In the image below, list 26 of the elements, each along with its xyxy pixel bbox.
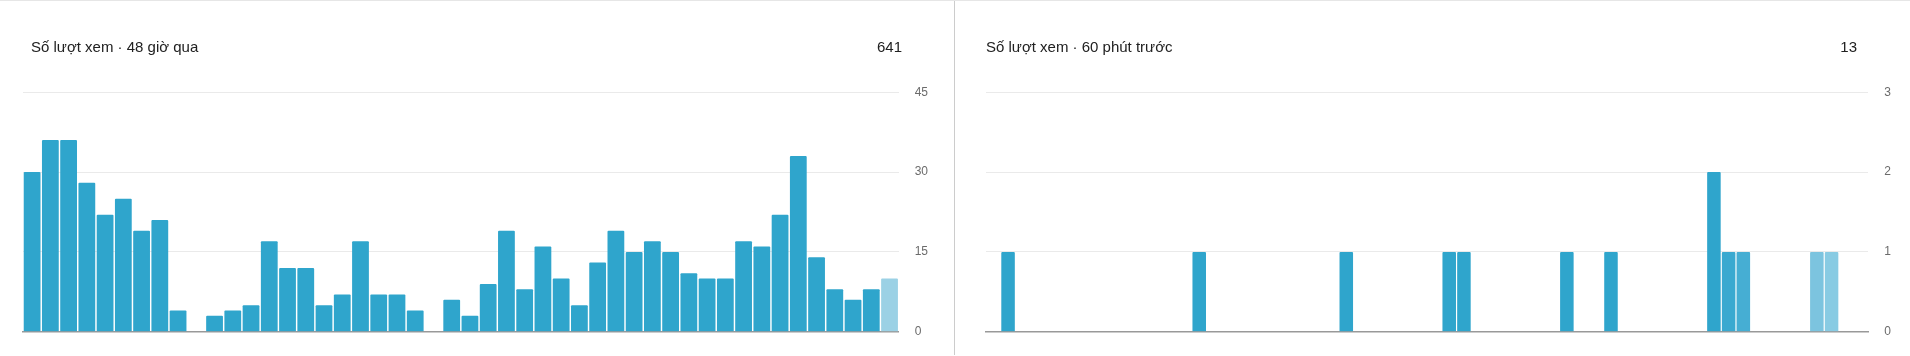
y-tick-label: 3 bbox=[1884, 84, 1892, 99]
bar bbox=[844, 299, 862, 332]
bar bbox=[534, 246, 552, 332]
y-tick-label: 1 bbox=[1884, 244, 1892, 259]
y-tick-label: 0 bbox=[914, 324, 922, 339]
y-tick-label: 2 bbox=[1884, 164, 1892, 179]
text: 13 bbox=[1840, 38, 1857, 55]
bar bbox=[881, 278, 898, 332]
bar bbox=[96, 214, 114, 332]
chart-title: Số lượt xem · 48 giờ qua bbox=[31, 38, 199, 55]
bar bbox=[443, 299, 461, 332]
chart-title: Số lượt xem · 60 phút trước bbox=[986, 38, 1173, 55]
text: 641 bbox=[876, 38, 902, 55]
bar bbox=[862, 289, 880, 332]
bar bbox=[315, 305, 333, 332]
bar bbox=[698, 278, 716, 332]
y-tick-label: 45 bbox=[914, 84, 929, 99]
bar bbox=[169, 310, 187, 332]
bar bbox=[242, 305, 260, 332]
y-tick-label: 0 bbox=[1884, 324, 1892, 339]
bar bbox=[388, 294, 406, 332]
bar bbox=[771, 214, 789, 332]
y-tick-label: 15 bbox=[914, 244, 929, 259]
bar bbox=[461, 315, 479, 332]
bar bbox=[406, 310, 424, 332]
y-tick-label: 30 bbox=[914, 164, 929, 179]
